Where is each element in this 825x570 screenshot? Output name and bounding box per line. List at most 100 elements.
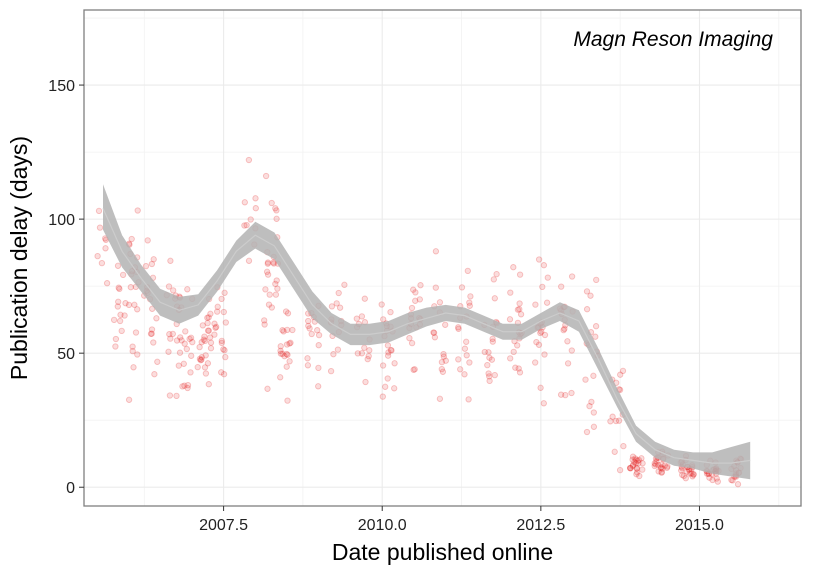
data-point xyxy=(184,286,191,293)
data-point xyxy=(272,291,280,298)
data-point xyxy=(268,199,275,207)
y-tick-label: 50 xyxy=(57,346,75,363)
data-point xyxy=(116,317,124,325)
data-point xyxy=(410,286,417,293)
data-point xyxy=(245,156,253,164)
data-point xyxy=(289,326,296,334)
data-point xyxy=(510,264,517,271)
data-point xyxy=(218,295,225,303)
data-point xyxy=(305,317,312,325)
data-point xyxy=(134,306,141,313)
data-point xyxy=(362,378,369,386)
data-point xyxy=(206,334,214,341)
data-point xyxy=(241,222,248,229)
data-point xyxy=(490,276,497,283)
data-point xyxy=(179,383,186,390)
data-point xyxy=(438,365,445,373)
data-point xyxy=(166,392,174,399)
data-point xyxy=(568,389,575,397)
data-point xyxy=(361,295,368,302)
data-point xyxy=(194,363,201,371)
data-point xyxy=(115,298,122,305)
data-point xyxy=(134,207,141,214)
data-point xyxy=(593,276,600,284)
data-point xyxy=(218,337,225,345)
smooth-curve xyxy=(102,184,751,480)
data-point xyxy=(507,289,514,296)
data-point xyxy=(284,310,292,317)
data-point xyxy=(116,285,123,293)
data-point xyxy=(315,342,322,349)
data-point xyxy=(264,259,272,266)
x-tick-label: 2012.5 xyxy=(516,517,565,534)
data-point xyxy=(98,259,106,267)
data-point xyxy=(562,391,569,399)
data-point xyxy=(538,328,545,335)
journal-annotation: Magn Reson Imaging xyxy=(573,28,773,51)
data-point xyxy=(657,465,664,472)
data-point xyxy=(629,453,637,460)
data-point xyxy=(590,372,597,379)
data-point xyxy=(633,464,641,472)
data-point xyxy=(129,343,136,350)
data-point xyxy=(199,322,206,329)
data-point xyxy=(629,461,637,469)
data-point xyxy=(629,456,636,463)
data-point xyxy=(204,314,211,321)
data-point xyxy=(286,340,293,347)
data-point xyxy=(583,306,591,313)
data-point xyxy=(272,205,279,212)
data-point xyxy=(611,448,618,455)
data-point xyxy=(173,337,181,344)
data-point xyxy=(180,360,187,367)
data-point xyxy=(590,423,598,430)
data-point xyxy=(590,409,597,416)
data-point xyxy=(165,348,172,355)
data-point xyxy=(638,455,645,462)
data-point xyxy=(96,224,104,231)
data-point xyxy=(406,334,413,342)
data-point xyxy=(659,465,666,472)
data-point xyxy=(283,341,291,348)
data-point xyxy=(134,351,141,358)
data-point xyxy=(655,468,662,475)
data-point xyxy=(661,462,668,469)
data-point xyxy=(627,464,634,472)
data-point xyxy=(150,256,157,263)
data-point xyxy=(211,320,218,327)
data-point xyxy=(387,308,394,316)
data-point xyxy=(379,393,386,400)
data-point xyxy=(205,327,212,334)
data-point xyxy=(335,289,342,297)
data-point xyxy=(277,374,284,381)
data-point xyxy=(690,470,697,478)
data-point xyxy=(481,348,488,356)
data-point xyxy=(169,330,176,338)
data-point xyxy=(484,361,491,369)
data-point xyxy=(200,336,207,343)
data-point xyxy=(651,462,658,470)
data-point xyxy=(633,471,640,478)
data-point xyxy=(680,472,688,480)
data-point xyxy=(384,342,392,349)
data-point xyxy=(212,324,219,331)
data-point xyxy=(485,349,492,356)
data-point xyxy=(125,301,133,309)
data-point xyxy=(243,221,250,229)
data-point xyxy=(391,385,398,392)
data-point xyxy=(241,199,248,206)
data-point xyxy=(283,350,290,358)
data-point xyxy=(391,360,398,367)
data-point xyxy=(592,323,600,330)
data-point xyxy=(491,371,498,379)
y-axis-title: Publication delay (days) xyxy=(6,136,32,380)
data-point xyxy=(201,364,209,371)
data-point xyxy=(486,377,493,385)
data-point xyxy=(440,353,447,360)
data-point xyxy=(486,354,493,361)
data-point xyxy=(202,370,210,377)
data-point xyxy=(461,371,468,378)
data-point xyxy=(512,364,519,371)
data-point xyxy=(184,384,191,392)
